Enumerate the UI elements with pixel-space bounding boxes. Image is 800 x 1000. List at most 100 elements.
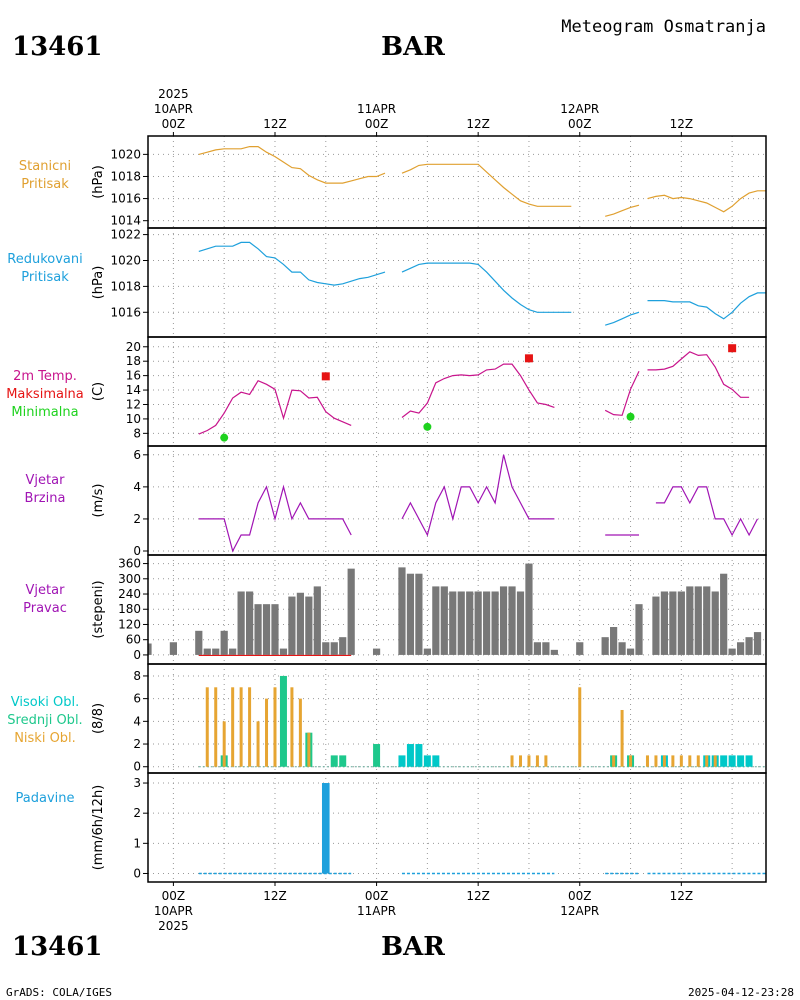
cloud-bar	[705, 755, 709, 767]
y-tick-label: 3	[133, 776, 141, 790]
cloud-bar	[671, 755, 675, 767]
y-tick-label: 1014	[110, 214, 141, 228]
y-tick-label: 6	[133, 692, 141, 706]
cloud-bar	[620, 709, 624, 767]
footer-timestamp: 2025-04-12-23:28	[688, 986, 794, 999]
cloud-bar	[205, 687, 209, 767]
direction-bar	[483, 591, 491, 655]
cloud-bar	[544, 755, 548, 767]
data-layer	[198, 675, 766, 768]
direction-bar	[474, 591, 482, 655]
y-tick-label: 0	[133, 648, 141, 662]
direction-bar	[745, 637, 753, 655]
y-tick-label: 12	[126, 397, 141, 411]
y-tick-label: 18	[126, 354, 141, 368]
direction-bar	[737, 642, 745, 655]
y-axis-label: (C)	[91, 382, 106, 401]
y-tick-label: 1	[133, 836, 141, 850]
direction-bar	[313, 586, 321, 655]
y-tick-label: 300	[118, 572, 141, 586]
y-axis-label: (hPa)	[91, 266, 106, 300]
station-id-bottom: 13461	[12, 932, 102, 962]
panel-reduced_pressure: 1016 1018 1020 1022 (hPa) Redukovani Pritisak	[7, 227, 767, 338]
direction-bar	[296, 592, 304, 655]
cloud-bar	[214, 687, 218, 767]
cloud-bar	[406, 744, 414, 767]
cloud-bar	[398, 755, 406, 767]
y-tick-label: 1022	[110, 228, 141, 242]
series-line	[198, 146, 386, 184]
station-name-top: BAR	[381, 32, 445, 62]
panel-frame	[147, 135, 767, 229]
y-tick-label: 2	[133, 806, 141, 820]
direction-bar	[753, 632, 762, 655]
direction-bar	[440, 586, 448, 655]
y-axis-label: (stepeni)	[91, 580, 106, 638]
y-tick-label: 1016	[110, 305, 141, 319]
direction-bar	[271, 604, 279, 655]
cloud-bar	[713, 755, 717, 767]
cloud-bar	[527, 755, 531, 767]
direction-bar	[245, 591, 254, 655]
direction-bar	[279, 648, 288, 655]
cloud-bar	[339, 755, 347, 767]
series-line	[647, 351, 750, 398]
series-line	[198, 379, 352, 435]
time-label-bottom: 00Z	[568, 889, 592, 903]
direction-bar	[677, 591, 685, 655]
cloud-bar	[231, 687, 235, 767]
cloud-bar	[432, 755, 440, 767]
tmin-marker	[220, 433, 229, 442]
y-tick-label: 1018	[110, 169, 141, 183]
direction-bar	[728, 648, 736, 655]
direction-bar	[686, 586, 694, 655]
direction-bar	[415, 573, 423, 655]
cloud-bar	[273, 687, 277, 767]
cloud-bar	[298, 698, 302, 767]
direction-bar	[669, 591, 677, 655]
cloud-bar	[728, 755, 736, 767]
direction-bar	[195, 630, 203, 655]
data-layer	[198, 241, 766, 326]
cloud-bar	[696, 755, 700, 767]
time-label-bottom: 12Z	[466, 889, 490, 903]
panel-frame	[147, 445, 767, 556]
panel-label: Pritisak	[21, 270, 69, 285]
direction-bar	[305, 596, 313, 655]
direction-bar	[220, 630, 228, 655]
direction-bar	[703, 586, 711, 655]
time-label-top: 00Z	[568, 117, 592, 131]
cloud-bar	[265, 698, 269, 767]
direction-bar	[237, 591, 245, 655]
time-label-bottom: 00Z	[162, 889, 186, 903]
y-tick-label: 1018	[110, 279, 141, 293]
direction-bar	[660, 591, 669, 655]
cloud-bar	[535, 755, 539, 767]
direction-bar	[533, 642, 542, 655]
cloud-bar	[222, 721, 226, 767]
y-tick-label: 20	[126, 340, 141, 354]
station-name-bottom: BAR	[381, 932, 445, 962]
panel-frame	[147, 227, 767, 338]
direction-bar	[720, 573, 728, 655]
station-id-top: 13461	[12, 32, 102, 62]
y-tick-label: 1016	[110, 192, 141, 206]
time-label-top: 10APR	[154, 102, 193, 116]
data-layer	[198, 454, 759, 553]
direction-bar	[322, 642, 330, 655]
panel-precipitation: 0 1 2 3 (mm/6h/12h) Padavine	[16, 772, 767, 883]
series-line	[647, 292, 766, 320]
y-tick-label: 8	[133, 426, 141, 440]
y-tick-label: 2	[133, 737, 141, 751]
series-line	[605, 311, 640, 326]
direction-bar	[652, 596, 660, 655]
series-line	[198, 241, 386, 286]
cloud-bar	[248, 687, 252, 767]
time-label-bottom: 12Z	[670, 889, 694, 903]
panel-label: Brzina	[25, 491, 66, 506]
time-label-bottom: 12APR	[560, 904, 599, 918]
